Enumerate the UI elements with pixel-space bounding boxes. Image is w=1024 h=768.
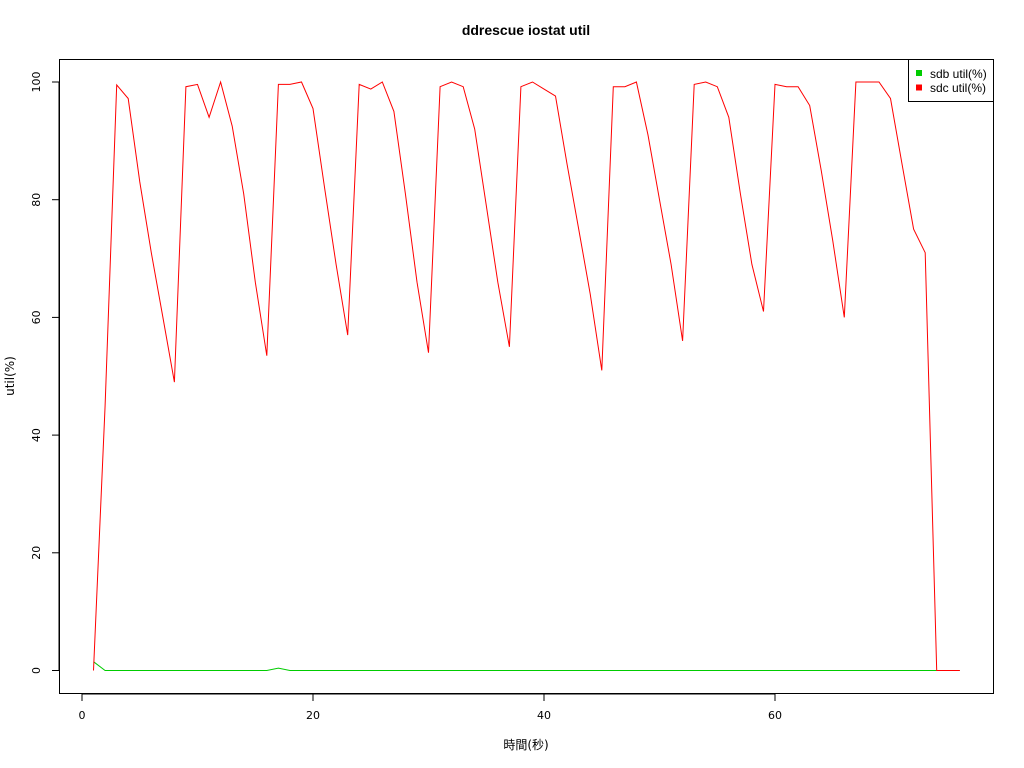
x-tick-label: 60 <box>768 709 782 722</box>
y-tick-label: 0 <box>30 667 43 674</box>
x-axis: 0 20 40 60 <box>79 693 782 722</box>
legend-swatch-sdc <box>916 84 922 91</box>
x-tick-label: 20 <box>306 709 320 722</box>
y-tick-label: 100 <box>30 72 43 93</box>
y-tick-label: 40 <box>30 428 43 442</box>
legend: sdb util(%) sdc util(%) <box>908 59 994 102</box>
x-axis-label: 時間(秒) <box>503 738 548 752</box>
y-axis-label: util(%) <box>3 356 17 396</box>
legend-label-sdc: sdc util(%) <box>930 81 986 95</box>
x-tick-label: 0 <box>79 709 86 722</box>
legend-label-sdb: sdb util(%) <box>930 67 987 81</box>
series-line-sdb <box>93 661 960 671</box>
series-line-sdc <box>93 80 960 671</box>
y-axis: 0 20 40 60 80 100 <box>30 72 60 674</box>
y-tick-label: 80 <box>30 193 43 207</box>
chart-title: ddrescue iostat util <box>462 22 590 38</box>
legend-box <box>908 59 994 102</box>
y-tick-label: 60 <box>30 310 43 324</box>
x-tick-label: 40 <box>537 709 551 722</box>
y-tick-label: 20 <box>30 546 43 560</box>
plot-frame <box>59 59 994 694</box>
legend-swatch-sdb <box>916 70 922 76</box>
series-layer <box>93 80 960 671</box>
